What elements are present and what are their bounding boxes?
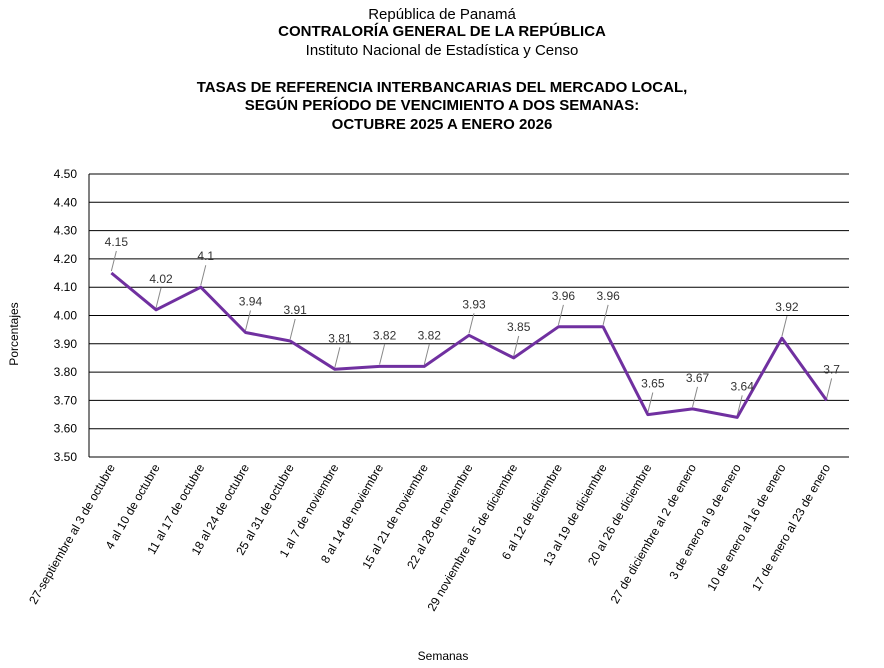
- data-label: 3.96: [596, 289, 620, 303]
- x-tick-label: 10 de enero al 16 de enero: [704, 461, 788, 593]
- data-label-leader: [334, 347, 341, 368]
- x-tick-label: 29 noviembre al 5 de diciembre: [424, 461, 520, 613]
- x-axis-label: Semanas: [418, 649, 469, 663]
- x-tick-label: 27 de diciembre al 2 de enero: [608, 461, 700, 606]
- data-label: 3.91: [283, 303, 307, 317]
- data-label-leader: [513, 335, 520, 357]
- data-label-leader: [736, 395, 743, 416]
- data-label-leader: [781, 316, 788, 337]
- data-label: 3.65: [641, 377, 665, 391]
- data-label: 4.1: [197, 249, 214, 263]
- chart-title-line-1: TASAS DE REFERENCIA INTERBANCARIAS DEL M…: [196, 79, 688, 96]
- data-label: 3.64: [731, 379, 755, 393]
- data-label-leader: [110, 250, 117, 272]
- data-label: 3.94: [239, 294, 263, 308]
- header-institute: Instituto Nacional de Estadística y Cens…: [305, 42, 579, 59]
- data-label-leader: [289, 318, 296, 340]
- y-tick-label: 3.60: [54, 422, 78, 436]
- data-label: 3.85: [507, 320, 531, 334]
- data-label-leader: [155, 287, 162, 308]
- data-label: 3.81: [328, 331, 352, 345]
- gridlines: [89, 173, 849, 458]
- y-tick-label: 4.40: [54, 195, 78, 209]
- data-label: 4.15: [105, 235, 129, 249]
- y-tick-label: 3.50: [54, 450, 78, 464]
- data-label-leader: [647, 392, 654, 413]
- data-label: 3.67: [686, 371, 710, 385]
- data-label-leaders: [110, 250, 833, 416]
- y-tick-label: 4.00: [54, 309, 78, 323]
- data-label-leader: [468, 313, 475, 334]
- data-label-leader: [602, 304, 609, 325]
- chart-title-line-3: OCTUBRE 2025 A ENERO 2026: [331, 116, 553, 133]
- data-label: 4.02: [149, 272, 173, 286]
- data-label-leader: [244, 310, 251, 331]
- y-tick-label: 4.50: [54, 167, 78, 181]
- data-label: 3.82: [418, 328, 442, 342]
- data-labels: 4.15 4.02 4.1 3.94 3.91 3.81 3.82 3.82 3.93 3.85 3…: [105, 235, 841, 393]
- data-label-leader: [423, 344, 430, 365]
- y-tick-label: 4.20: [54, 252, 78, 266]
- header-republic: República de Panamá: [368, 6, 516, 23]
- y-tick-label: 4.30: [54, 224, 78, 238]
- y-axis-label: Porcentajes: [7, 302, 21, 365]
- data-label-leader: [200, 265, 207, 286]
- data-label-leader: [826, 378, 833, 399]
- data-label: 3.96: [552, 289, 576, 303]
- y-tick-label: 4.10: [54, 280, 78, 294]
- data-label-leader: [557, 304, 564, 325]
- header-institution: CONTRALORÍA GENERAL DE LA REPÚBLICA: [278, 23, 606, 40]
- y-tick-label: 3.90: [54, 337, 78, 351]
- data-label: 3.82: [373, 328, 397, 342]
- data-label: 3.7: [823, 362, 840, 376]
- chart-title-line-2: SEGÚN PERÍODO DE VENCIMIENTO A DOS SEMAN…: [244, 97, 640, 114]
- data-label: 3.92: [775, 300, 799, 314]
- series-line: [110, 271, 828, 419]
- y-tick-label: 3.70: [54, 393, 78, 407]
- x-tick-label: 27-septiembre al 3 de octubre: [26, 461, 118, 606]
- x-tick-label: 17 de enero al 23 de enero: [749, 461, 833, 593]
- data-label-leader: [692, 386, 699, 408]
- y-axis-ticks: 3.50 3.60 3.70 3.80 3.90 4.00 4.10 4.20 4.30 4.40…: [54, 167, 78, 464]
- data-label: 3.93: [462, 297, 486, 311]
- y-tick-label: 3.80: [54, 365, 78, 379]
- data-label-leader: [379, 344, 386, 365]
